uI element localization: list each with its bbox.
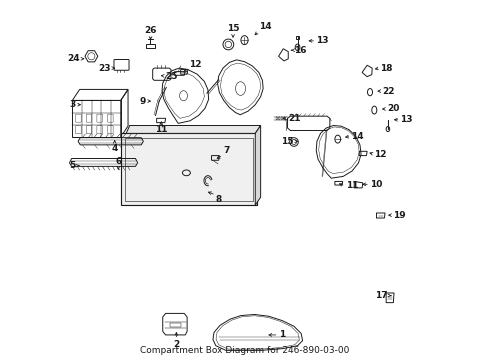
Text: 22: 22 xyxy=(382,86,394,95)
Text: 17: 17 xyxy=(375,291,387,300)
Text: 7: 7 xyxy=(223,146,229,155)
Text: 14: 14 xyxy=(258,22,271,31)
Text: 15: 15 xyxy=(226,24,239,33)
FancyBboxPatch shape xyxy=(121,134,257,205)
Text: 26: 26 xyxy=(144,26,157,35)
Text: 3: 3 xyxy=(70,100,76,109)
Text: 25: 25 xyxy=(164,72,177,81)
Text: 24: 24 xyxy=(67,54,80,63)
Text: 14: 14 xyxy=(351,132,363,141)
Text: 20: 20 xyxy=(386,104,399,113)
Text: 1: 1 xyxy=(278,330,284,339)
Text: 13: 13 xyxy=(400,115,412,124)
Text: 6: 6 xyxy=(115,157,121,166)
Text: 19: 19 xyxy=(392,211,405,220)
Text: 4: 4 xyxy=(111,144,118,153)
Text: 18: 18 xyxy=(379,64,392,73)
Text: 21: 21 xyxy=(287,114,300,123)
Text: Compartment Box Diagram for 246-890-03-00: Compartment Box Diagram for 246-890-03-0… xyxy=(140,346,348,355)
Text: 11: 11 xyxy=(345,181,357,190)
Text: 16: 16 xyxy=(293,46,306,55)
Polygon shape xyxy=(255,126,260,205)
Text: 5: 5 xyxy=(70,161,76,170)
Text: 11: 11 xyxy=(155,126,167,135)
Polygon shape xyxy=(126,126,260,134)
Text: 15: 15 xyxy=(281,137,293,146)
Text: 23: 23 xyxy=(99,64,111,73)
Text: 8: 8 xyxy=(215,195,222,204)
Text: 2: 2 xyxy=(173,339,179,348)
Text: 9: 9 xyxy=(139,96,145,105)
Text: 13: 13 xyxy=(316,36,328,45)
Text: 10: 10 xyxy=(369,180,382,189)
Text: 12: 12 xyxy=(373,150,386,159)
Text: 12: 12 xyxy=(188,60,201,69)
